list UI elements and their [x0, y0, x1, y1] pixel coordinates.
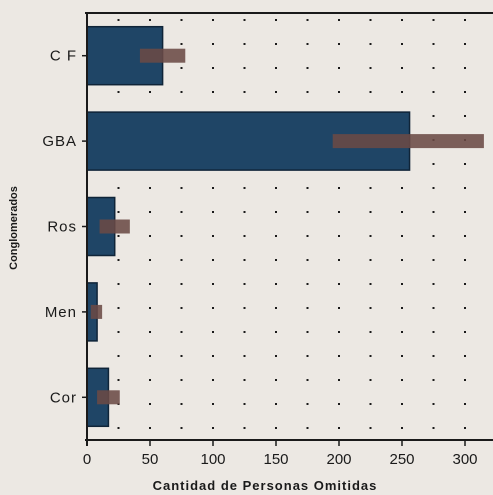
axes-group	[82, 12, 493, 446]
category-label-cf: C F	[50, 48, 77, 65]
y-axis-title: Conglomerados	[8, 186, 20, 270]
x-tick-label-150: 150	[263, 451, 288, 468]
error-bar-gba	[332, 134, 484, 149]
x-tick-labels: 0 50 100 150 200 250 300	[83, 451, 478, 468]
x-tick-label-200: 200	[326, 451, 351, 468]
x-axis-title: Cantidad de Personas Omitidas	[153, 478, 378, 493]
error-bar-cor	[97, 390, 120, 405]
x-tick-label-0: 0	[83, 451, 91, 468]
error-bar-men	[90, 304, 103, 319]
x-tick-label-50: 50	[142, 451, 159, 468]
x-tick-label-100: 100	[200, 451, 225, 468]
category-label-gba: GBA	[42, 133, 77, 150]
error-bar-cf	[139, 48, 186, 63]
y-category-labels: C F GBA Ros Men Cor	[42, 48, 77, 407]
category-label-cor: Cor	[50, 389, 77, 406]
error-bar-ros	[99, 219, 130, 234]
category-label-men: Men	[45, 304, 77, 321]
error-bars-group	[90, 48, 484, 405]
x-tick-label-250: 250	[389, 451, 414, 468]
x-tick-label-300: 300	[452, 451, 477, 468]
category-label-ros: Ros	[47, 219, 77, 236]
